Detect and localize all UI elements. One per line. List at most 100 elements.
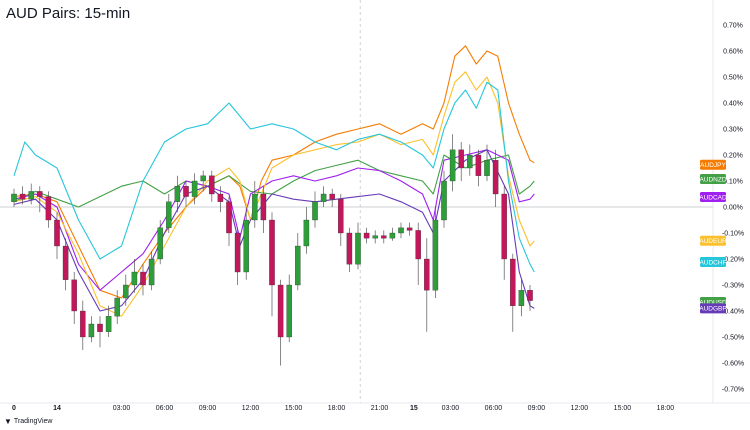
candle-body <box>62 245 69 280</box>
candle-body <box>269 219 275 286</box>
candle-body <box>338 199 344 234</box>
candle-body <box>475 154 482 176</box>
candle-body <box>88 323 95 338</box>
x-tick-label: 09:00 <box>528 405 546 412</box>
legend-tag-label: AUDUSD <box>699 299 727 306</box>
x-tick-label: 18:00 <box>328 405 346 412</box>
candle-body <box>243 219 249 273</box>
audusd-candles <box>11 134 533 366</box>
candle-body <box>277 284 284 338</box>
candle-body <box>148 258 155 286</box>
candle-body <box>97 323 103 332</box>
candle-body <box>19 193 26 200</box>
x-axis: 0 14 03:00 06:00 09:00 12:00 15:00 18:00 21:00 15… <box>0 402 750 412</box>
x-tick-label: 09:00 <box>199 405 217 412</box>
candle-body <box>54 219 60 247</box>
candle-body <box>123 284 129 299</box>
x-tick-label: 0 <box>12 405 16 412</box>
candle-body <box>28 191 34 200</box>
candle-body <box>458 149 464 169</box>
candle-body <box>140 271 146 286</box>
y-tick-label: 0.00% <box>723 205 743 212</box>
legend-tag-label: AUDJPY <box>700 162 726 169</box>
candle-body <box>11 193 17 202</box>
footer-brand[interactable]: ▼ TradingView <box>4 417 52 426</box>
y-tick-label: -0.10% <box>722 231 744 238</box>
candle-body <box>415 230 421 260</box>
candle-body <box>363 232 370 239</box>
candle-body <box>424 258 430 291</box>
series-line-audchf <box>13 81 535 273</box>
candle-body <box>381 235 387 239</box>
candle-body <box>510 258 516 306</box>
series-line-audgbp <box>13 149 535 312</box>
candle-body <box>226 201 232 234</box>
legend-tag-label: AUDEUR <box>699 238 727 245</box>
candle-body <box>37 191 43 197</box>
candle-body <box>114 297 120 317</box>
y-tick-label: 0.50% <box>723 75 743 82</box>
legend-tag-audeur: AUDEUR <box>699 235 727 246</box>
candle-body <box>484 160 490 176</box>
footer-brand-label: TradingView <box>13 418 53 425</box>
legend-tag-label: AUDCAD <box>699 194 727 201</box>
y-tick-label: 0.70% <box>723 23 743 30</box>
y-tick-label: 0.10% <box>723 179 743 186</box>
legend-tag-audcad: AUDCAD <box>699 192 727 202</box>
legend-tag-bg <box>700 257 726 267</box>
candle-body <box>527 290 533 301</box>
legend-tag-bg <box>700 159 726 170</box>
candle-body <box>286 284 292 338</box>
candle-body <box>217 193 224 202</box>
candle-body <box>372 235 378 239</box>
legend-tag-bg <box>700 174 726 184</box>
x-tick-label: 14 <box>53 405 61 412</box>
candle-body <box>449 149 456 182</box>
legend-tag-audgbp: AUDGBP <box>699 303 727 314</box>
tradingview-logo-icon: ▼ <box>4 417 12 426</box>
candle-body <box>389 232 396 239</box>
candle-body <box>200 175 206 182</box>
x-tick-label: 03:00 <box>442 405 460 412</box>
y-tick-label: -0.50% <box>722 335 744 342</box>
x-tick-label: 03:00 <box>113 405 131 412</box>
x-tick-label: 21:00 <box>371 405 389 412</box>
candle-body <box>398 227 404 234</box>
legend-tag-label: AUDCHF <box>699 259 726 266</box>
candle-body <box>432 219 439 291</box>
candle-body <box>329 193 335 200</box>
candle-body <box>209 175 215 195</box>
candle-body <box>45 196 52 221</box>
x-tick-label: 15:00 <box>285 405 303 412</box>
legend-tag-audnzd: AUDNZD <box>699 174 727 184</box>
candle-body <box>183 186 189 197</box>
candle-body <box>501 193 507 260</box>
candle-body <box>320 193 327 202</box>
candle-body <box>346 232 353 265</box>
candle-body <box>406 227 413 231</box>
y-tick-label: -0.40% <box>722 309 744 316</box>
candle-body <box>166 201 172 228</box>
candle-body <box>131 271 138 286</box>
candle-body <box>71 279 77 312</box>
legend-tag-label: AUDNZD <box>699 176 726 183</box>
candle-body <box>252 193 258 221</box>
candle-body <box>312 201 318 221</box>
x-tick-label: 15 <box>410 405 418 412</box>
series-line-audcad <box>13 149 535 291</box>
chart-title: AUD Pairs: 15-min <box>6 5 131 22</box>
candle-body <box>105 316 112 332</box>
series-line-audeur <box>13 71 535 317</box>
candle-body <box>295 245 301 286</box>
candle-body <box>355 232 361 265</box>
x-tick-label: 06:00 <box>156 405 174 412</box>
candle-body <box>174 186 181 202</box>
legend-tag-bg <box>700 235 726 246</box>
y-tick-label: -0.60% <box>722 361 744 368</box>
x-tick-label: 15:00 <box>614 405 632 412</box>
x-tick-label: 06:00 <box>485 405 503 412</box>
legend-tag-bg <box>700 192 726 202</box>
legend: AUDJPY AUDNZD AUDCAD AUDEUR AUDCHF AUDUSDAUDG… <box>699 159 727 314</box>
y-tick-label: 0.40% <box>723 101 743 108</box>
